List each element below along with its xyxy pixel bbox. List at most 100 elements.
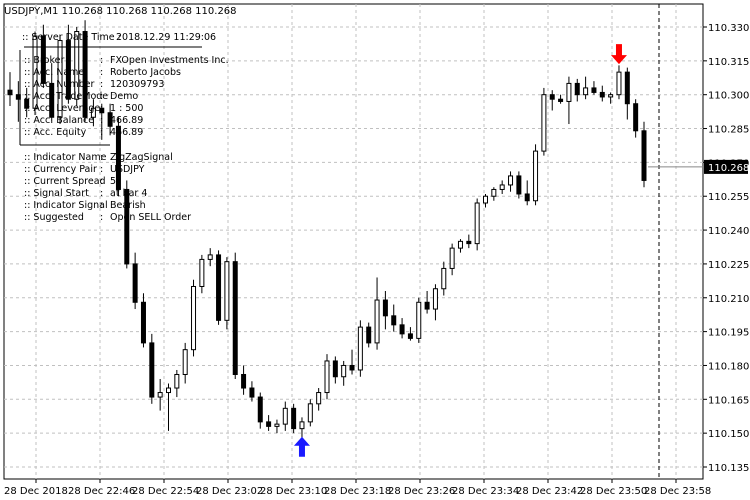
candle (549, 90, 555, 111)
candle (624, 67, 630, 120)
candle-body (140, 301, 146, 344)
candle (466, 234, 472, 249)
indicator-row-value: 5 (110, 176, 116, 187)
candle (274, 419, 280, 434)
candle-body (132, 263, 138, 303)
candle (324, 354, 330, 400)
candle (633, 99, 639, 138)
candle-body (574, 82, 580, 96)
candle (57, 36, 63, 125)
indicator-row-label: :: Signal Start (24, 188, 89, 199)
indicator-row-value: USDJPY (110, 164, 145, 175)
candle (524, 180, 530, 206)
candle-body (257, 396, 263, 423)
x-tick-label: 28 Dec 22:46 (68, 486, 135, 497)
candle-body (224, 261, 230, 321)
candle-body (374, 299, 380, 344)
candle-body (232, 261, 238, 375)
candle-body (558, 98, 564, 102)
account-row-value: 120309793 (110, 79, 164, 90)
x-tick-label: 28 Dec 23:26 (388, 486, 455, 497)
candle (224, 257, 230, 330)
candle (583, 76, 589, 100)
account-row-separator: : (100, 55, 103, 66)
indicator-row-separator: : (100, 200, 103, 211)
candle-body (207, 254, 213, 260)
buy-arrow-icon (293, 436, 310, 457)
candle (533, 144, 539, 206)
chart-grid (3, 3, 704, 480)
candle (608, 92, 614, 104)
candle-body (566, 82, 572, 102)
account-row-label: :: Acc. Leverage (24, 103, 100, 114)
candle (366, 322, 372, 348)
candle-body (633, 103, 639, 132)
candle (191, 279, 197, 357)
candle-body (441, 267, 447, 290)
x-tick-label: 28 Dec 23:58 (644, 486, 711, 497)
candle (124, 180, 130, 269)
chart-header: USDJPY,M1 110.268 110.268 110.268 110.26… (4, 6, 237, 17)
candle-body (349, 364, 355, 371)
candle-body (616, 71, 622, 96)
candle (282, 401, 288, 431)
candle-body (149, 342, 155, 398)
candle-body (274, 423, 280, 427)
candle (541, 87, 547, 156)
indicator-row-value: Open SELL Order (110, 212, 191, 223)
candle-body (249, 387, 255, 398)
y-tick-label: 110.300 (708, 91, 749, 102)
candle-body (291, 407, 297, 430)
x-tick-label: 28 Dec 23:34 (452, 486, 519, 497)
candle-body (7, 89, 13, 96)
candle-body (416, 301, 422, 339)
candle-body (115, 125, 121, 190)
candle-body (99, 107, 105, 114)
candle (207, 248, 213, 267)
indicator-row-value: ZigZagSignal (110, 152, 173, 163)
current-price-tag (704, 159, 748, 174)
candle (241, 365, 247, 395)
candle-body (341, 364, 347, 378)
candle (616, 65, 622, 100)
candle (74, 27, 80, 106)
candle (232, 252, 238, 379)
account-row-value: Roberto Jacobs (110, 67, 181, 78)
candle-body (499, 184, 505, 190)
candle (407, 327, 413, 341)
account-row-separator: : (100, 127, 103, 138)
indicator-row-separator: : (100, 188, 103, 199)
candle (216, 250, 222, 325)
account-row-value: 466.89 (110, 115, 143, 126)
candle-body (599, 91, 605, 98)
candle-body (49, 82, 55, 118)
candle (382, 291, 388, 330)
candle-body (316, 392, 322, 405)
candle-body (241, 373, 247, 389)
candle-body (90, 107, 96, 118)
account-row-separator: : (100, 91, 103, 102)
indicator-row-value: Bearish (110, 200, 146, 211)
account-row-separator: : (100, 103, 103, 114)
candle (508, 171, 514, 192)
candle-body (57, 40, 63, 118)
candle-body (382, 299, 388, 317)
candle (349, 349, 355, 375)
candle-body (32, 35, 38, 109)
candle (266, 415, 272, 431)
candle-body (608, 94, 614, 98)
candle (182, 342, 188, 384)
candle-body (624, 71, 630, 105)
x-tick-label: 28 Dec 23:18 (324, 486, 391, 497)
candle (599, 85, 605, 102)
account-row-value: Demo (110, 91, 138, 102)
candle (357, 320, 363, 377)
candle (491, 187, 497, 201)
candle-body (391, 315, 397, 326)
candle-body (483, 195, 488, 204)
account-row-value: FXOpen Investments Inc. (110, 55, 229, 66)
signals-layer (293, 44, 627, 457)
y-tick-label: 110.255 (708, 192, 749, 203)
candle (432, 284, 438, 321)
